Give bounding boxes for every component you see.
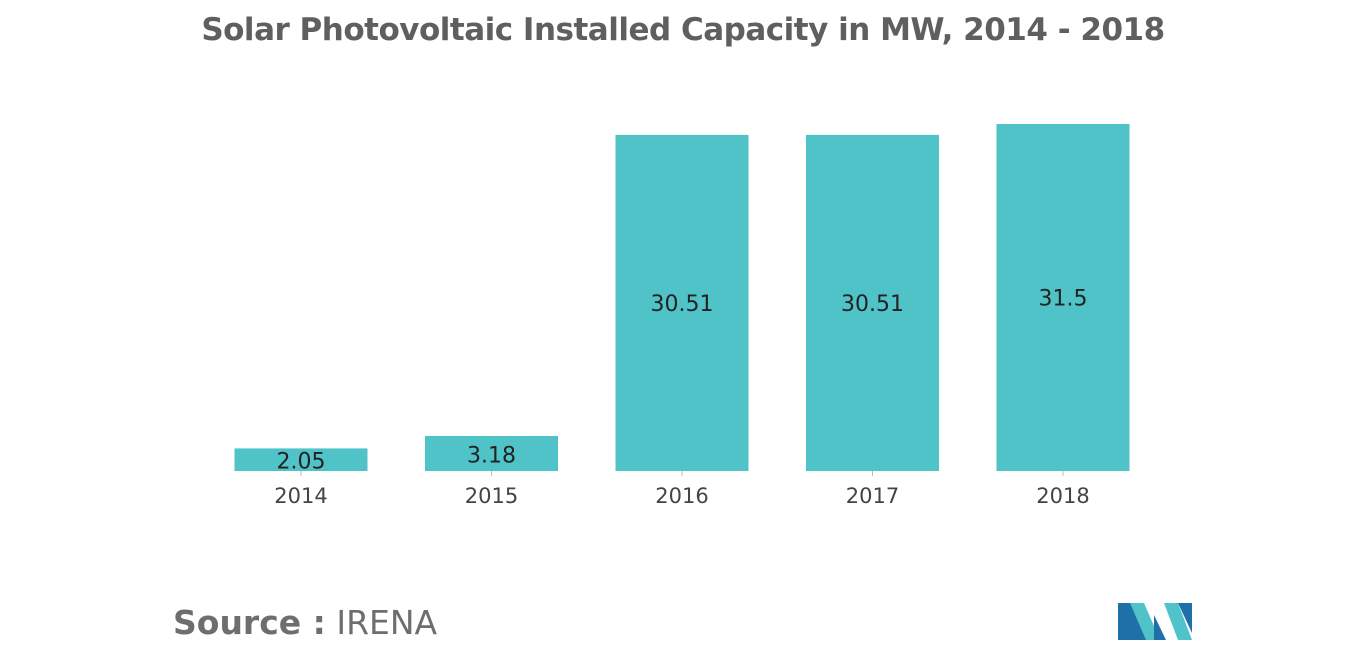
data-label-2017: 30.51 <box>841 292 904 317</box>
x-tick-label-2018: 2018 <box>1036 484 1089 508</box>
data-label-2014: 2.05 <box>277 450 326 475</box>
x-tick-label-2014: 2014 <box>274 484 327 508</box>
x-tick-label-2017: 2017 <box>846 484 899 508</box>
source-label: Source : <box>173 603 326 642</box>
chart-title: Solar Photovoltaic Installed Capacity in… <box>201 12 1165 48</box>
bar-2015 <box>425 435 558 471</box>
bar-2016 <box>615 134 749 472</box>
data-label-2018: 31.5 <box>1039 287 1088 312</box>
data-label-2016: 30.51 <box>651 292 714 317</box>
source-name: IRENA <box>336 603 438 642</box>
bar-2017 <box>806 134 939 472</box>
mordor-intelligence-logo-icon <box>1118 603 1192 640</box>
bar-chart: 2.05 2014 3.18 2015 30.51 2016 30.51 2017 31.5 20… <box>234 124 1130 508</box>
bar-2018 <box>996 124 1130 471</box>
x-tick-label-2015: 2015 <box>465 484 518 508</box>
bar-2014 <box>234 448 368 471</box>
x-tick-label-2016: 2016 <box>655 484 708 508</box>
source-note: Source : IRENA <box>173 603 437 642</box>
data-label-2015: 3.18 <box>467 443 516 468</box>
